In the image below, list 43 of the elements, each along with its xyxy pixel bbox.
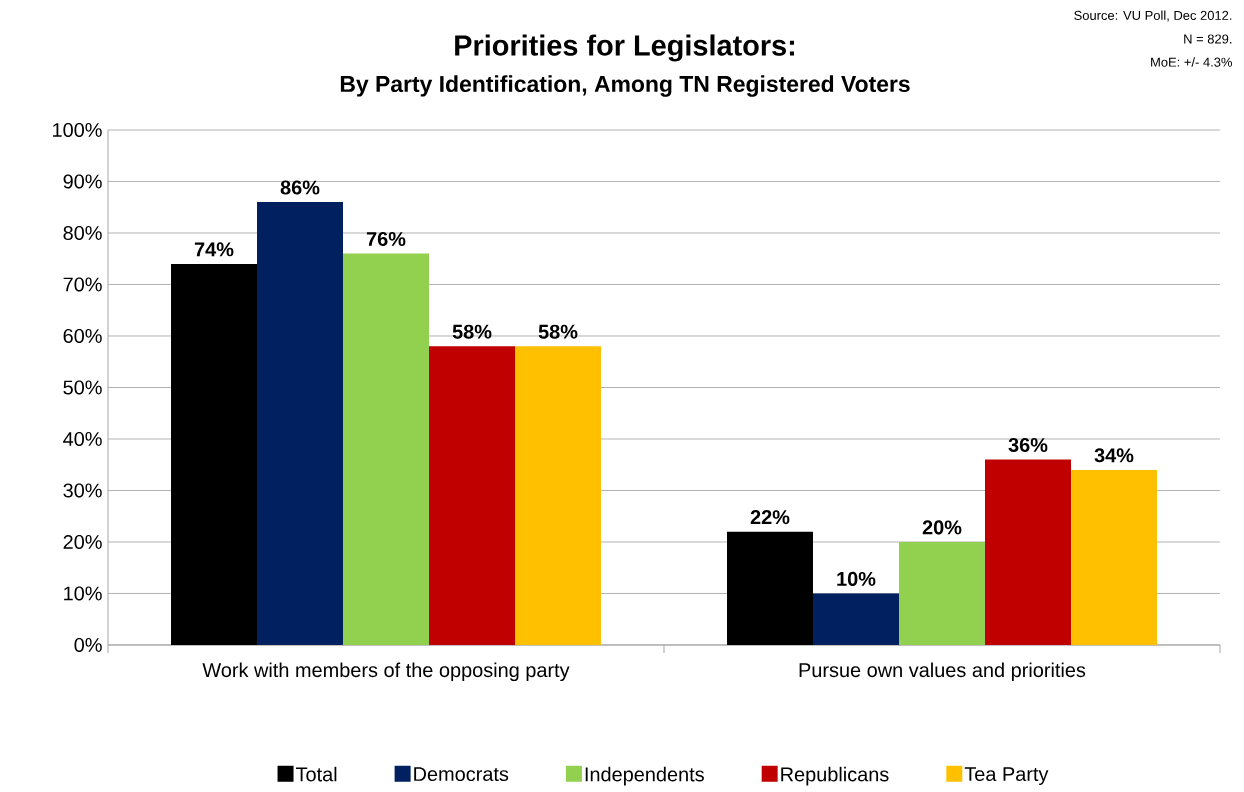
bar xyxy=(1071,469,1157,645)
y-tick-label: 50% xyxy=(63,380,102,395)
y-tick-label: 20% xyxy=(63,534,102,550)
legend-label: Independents xyxy=(585,766,704,786)
legend-label: Tea Party xyxy=(964,767,1049,786)
bar xyxy=(429,346,516,645)
bar xyxy=(171,263,257,645)
data-label: 22% xyxy=(750,510,790,525)
text: MoE: +/- 4.3% xyxy=(1151,57,1233,67)
bar xyxy=(343,253,430,645)
data-label: 36% xyxy=(1008,437,1048,453)
data-label: 34% xyxy=(1094,448,1134,463)
y-tick-label: 0% xyxy=(74,637,102,653)
data-label: 58% xyxy=(538,324,578,339)
bar xyxy=(257,202,344,645)
text: N = 829. xyxy=(1184,34,1232,44)
x-tick-label: Work with members of the opposing party xyxy=(202,662,570,682)
bar xyxy=(515,346,602,645)
chart-title: Priorities for Legislators: xyxy=(455,34,794,62)
x-tick-label: Pursue own values and priorities xyxy=(799,662,1086,682)
bar xyxy=(727,531,813,645)
data-label: 10% xyxy=(837,571,876,586)
data-label: 20% xyxy=(922,520,962,535)
bar xyxy=(899,541,985,645)
bar xyxy=(813,593,899,645)
legend-label: Republicans xyxy=(781,766,889,786)
data-label: 58% xyxy=(452,324,492,339)
bar xyxy=(985,459,1071,645)
y-tick-label: 90% xyxy=(63,174,102,189)
y-tick-label: 60% xyxy=(63,328,102,344)
chart-subtitle: By Party Identification, Among TN Registered Voters xyxy=(340,75,910,97)
y-tick-label: 80% xyxy=(63,225,102,241)
data-label: 74% xyxy=(194,242,234,257)
y-tick-label: 100% xyxy=(53,122,102,138)
legend-label: Democrats xyxy=(414,767,509,782)
y-tick-label: 40% xyxy=(63,431,102,447)
y-tick-label: 70% xyxy=(63,277,102,292)
y-tick-label: 30% xyxy=(63,483,102,498)
y-tick-label: 10% xyxy=(64,586,102,601)
source-note: Source: VU Poll, Dec 2012. xyxy=(1074,10,1232,22)
data-label: 76% xyxy=(366,231,406,247)
data-label: 86% xyxy=(280,180,320,195)
legend-label: Total xyxy=(295,766,337,782)
